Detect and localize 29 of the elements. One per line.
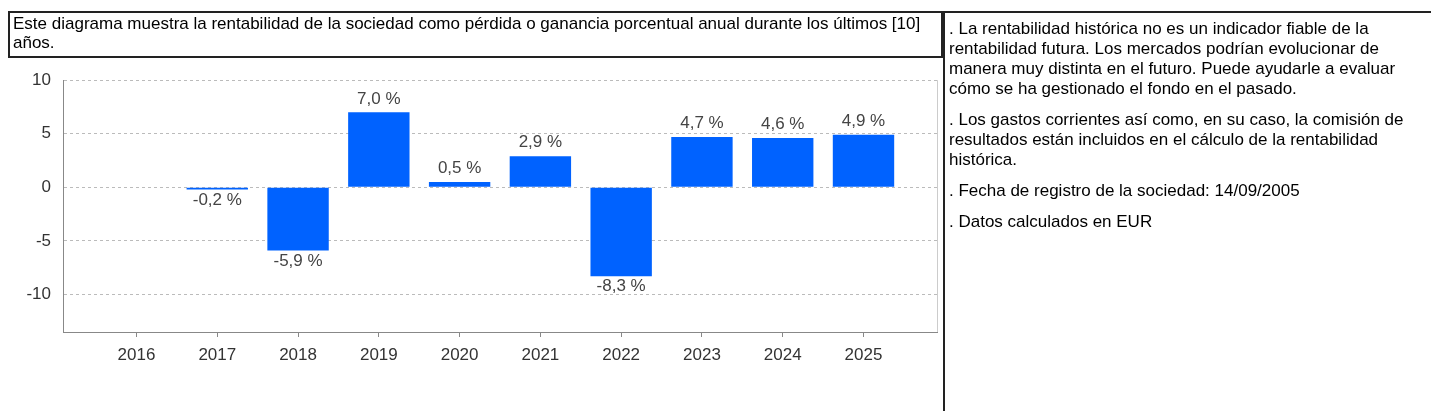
x-tick-label: 2021 bbox=[521, 344, 560, 364]
x-tick-label: 2024 bbox=[763, 344, 802, 364]
data-label: 4,6 % bbox=[760, 114, 805, 134]
y-tick-label: 0 bbox=[41, 177, 51, 197]
y-tick-label: -10 bbox=[26, 284, 51, 304]
x-tick-label: 2017 bbox=[198, 344, 237, 364]
data-label: 0,5 % bbox=[437, 158, 482, 178]
data-label: -5,9 % bbox=[273, 250, 323, 270]
text: . Datos calculados en EUR bbox=[949, 212, 1154, 232]
y-tick-label: 10 bbox=[32, 69, 51, 89]
data-label: 7,0 % bbox=[357, 88, 401, 108]
text: . Fecha de registro de la sociedad: 14/09/2005 bbox=[949, 181, 1301, 201]
data-label: -8,3 % bbox=[596, 276, 646, 296]
x-tick-label: 2018 bbox=[279, 344, 317, 364]
x-tick-label: 2023 bbox=[683, 344, 721, 364]
x-tick-label: 2019 bbox=[359, 344, 398, 364]
text: . La rentabilidad histórica no es un indicador fiable de la rentabilidad futura. Los mercados podrían evolucionar de manera muy distinta en el futuro. Puede ayudarle a evaluar cómo se ha gestionado el fondo en el pasado. bbox=[949, 19, 1397, 99]
y-tick-label: 5 bbox=[41, 123, 51, 143]
data-label: 2,9 % bbox=[518, 132, 563, 152]
data-label: -0,2 % bbox=[192, 189, 242, 209]
y-tick-label: -5 bbox=[35, 230, 51, 250]
x-tick-label: 2020 bbox=[440, 344, 479, 364]
data-label: 4,9 % bbox=[841, 111, 886, 131]
data-label: 4,7 % bbox=[680, 113, 724, 133]
text: . Los gastos corrientes así como, en su caso, la comisión de resultados están incluidos en el cálculo de la rentabilidad histórica. bbox=[949, 110, 1405, 170]
x-tick-label: 2022 bbox=[602, 344, 641, 364]
x-tick-label: 2025 bbox=[844, 344, 883, 364]
x-tick-label: 2016 bbox=[117, 344, 156, 364]
chart-title: Este diagrama muestra la rentabilidad de la sociedad como pérdida o ganancia porcentual anual durante los últimos [10] años. bbox=[8, 11, 943, 58]
